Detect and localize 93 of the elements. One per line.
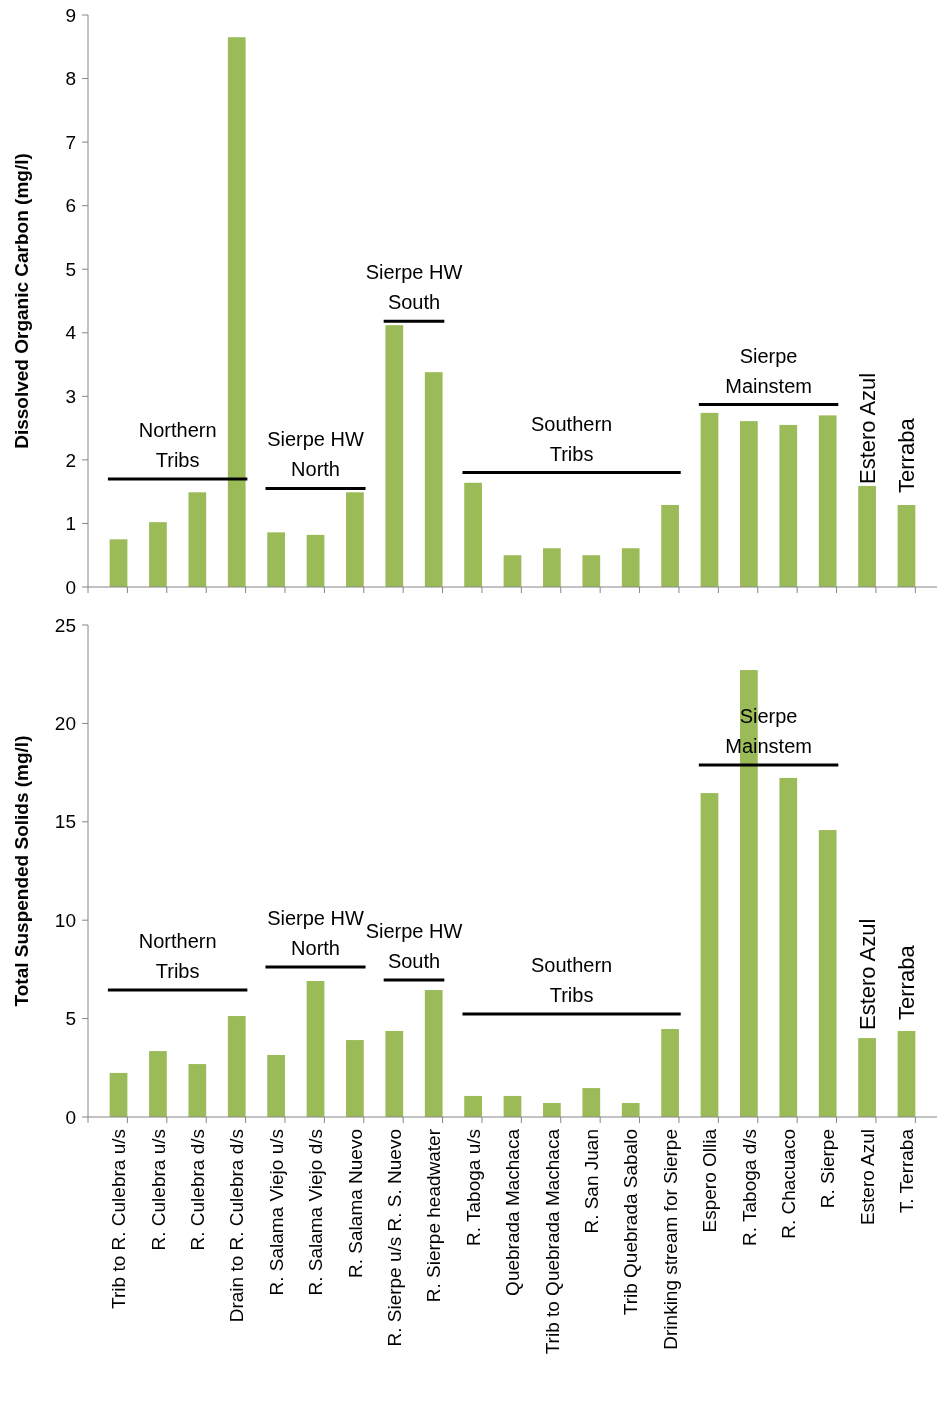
annotation: Estero Azul [854,372,880,485]
bar [897,1031,916,1117]
annotation: Terraba [894,944,920,1020]
bar [740,421,758,587]
bar [818,415,837,587]
x-tick-label: Espero Ollia [699,1128,721,1233]
annotation: Sierpe HW North [267,907,364,960]
bar [779,424,798,587]
bar [621,548,640,587]
y-tick-label: 4 [65,322,77,344]
x-tick-label: Drinking stream for Sierpe [659,1129,681,1350]
x-tick-label: R. Salama Nuevo [344,1129,366,1278]
bar [858,485,876,587]
bar [149,522,167,587]
annotation: Northern Tribs [138,930,217,983]
bar [543,548,561,587]
bar [227,1016,246,1117]
x-tick-label: R. Salama Viejo u/s [265,1129,287,1296]
x-tick-label: T. Terraba [896,1128,918,1214]
bar [464,1095,482,1117]
annotation: Estero Azul [854,918,880,1031]
x-tick-label: Estero Azul [856,1129,878,1226]
x-tick-label: R. Taboga u/s [462,1129,484,1246]
x-tick-label: R. Culebra u/s [147,1129,169,1251]
bar [188,492,207,587]
annotation: Southern Tribs [531,412,613,465]
bar [385,325,404,587]
bar [306,534,325,587]
y-tick-label: 10 [54,909,76,931]
x-tick-label: R. Chacuaco [777,1129,799,1239]
bar [661,1029,679,1117]
bar [582,1088,601,1117]
bar [661,505,679,587]
bar [306,981,325,1117]
x-tick-label: R. Taboga d/s [738,1129,760,1246]
bar [543,1103,561,1117]
bar [700,793,719,1117]
annotation: Southern Tribs [531,954,613,1007]
bar [503,1095,522,1117]
y-tick-label: 25 [54,614,76,636]
y-tick-label: 1 [65,513,76,535]
bar [109,1072,128,1117]
bar [346,1040,364,1117]
y-tick-label: 3 [65,385,76,407]
y-axis-title: Total Suspended Solids (mg/l) [11,735,32,1007]
y-tick-label: 7 [65,131,76,153]
bar [227,37,246,587]
bar [424,372,443,587]
x-tick-label: R. Culebra d/s [186,1129,208,1251]
bar [621,1103,640,1117]
annotation: Sierpe HW North [267,428,364,481]
x-tick-label: Drain to R. Culebra d/s [226,1129,248,1323]
x-tick-label: R. Sierpe [817,1129,839,1209]
y-tick-label: 0 [65,1106,76,1128]
y-tick-label: 9 [65,4,76,26]
bar [858,1038,876,1117]
x-tick-label: Trib Quebrada Sabalo [620,1129,642,1316]
y-tick-label: 5 [65,1008,76,1030]
bar [346,492,364,587]
y-tick-label: 15 [54,811,76,833]
y-tick-label: 20 [54,713,76,735]
bar [897,505,916,587]
y-tick-label: 2 [65,449,76,471]
y-tick-label: 8 [65,68,76,90]
bar [267,1055,285,1117]
bar [385,1031,404,1117]
bar [424,990,443,1117]
bar [188,1064,207,1117]
bar [109,539,128,587]
bar [149,1051,167,1117]
annotation: Sierpe HW South [365,920,463,973]
x-tick-label: Trib to Quebrada Machaca [541,1128,563,1355]
x-tick-label: Quebrada Machaca [502,1128,524,1296]
y-tick-label: 5 [65,258,76,280]
annotation: Northern Tribs [138,418,217,471]
annotation: Sierpe Mainstem [725,344,812,397]
bar [779,777,798,1117]
x-tick-label: Trib to R. Culebra u/s [108,1129,130,1309]
x-tick-label: R. Sierpe headwater [423,1128,445,1303]
annotation: Terraba [894,417,920,493]
x-tick-label: R. Salama Viejo d/s [305,1129,327,1296]
x-tick-label: R. Sierpe u/s R. S. Nuevo [383,1129,405,1347]
bar [267,532,285,587]
bar [818,830,837,1117]
x-tick-label: R. San Juan [580,1129,602,1234]
y-tick-label: 6 [65,195,76,217]
bar [464,482,482,587]
annotation: Sierpe HW South [365,261,463,314]
y-axis-title: Dissolved Organic Carbon (mg/l) [11,153,32,449]
bar [503,555,522,587]
y-tick-label: 0 [65,576,76,598]
bar [582,555,601,587]
bar [700,412,719,587]
